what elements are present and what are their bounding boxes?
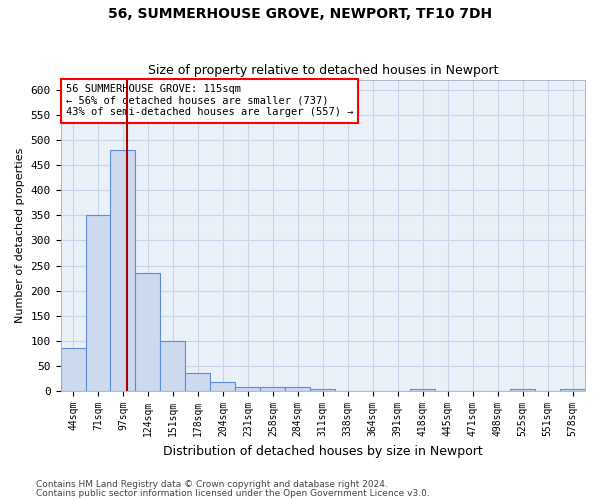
Bar — [160, 341, 185, 391]
Bar — [86, 216, 110, 391]
Bar — [110, 150, 136, 391]
Bar — [61, 348, 86, 391]
Text: Contains HM Land Registry data © Crown copyright and database right 2024.: Contains HM Land Registry data © Crown c… — [36, 480, 388, 489]
Title: Size of property relative to detached houses in Newport: Size of property relative to detached ho… — [148, 64, 498, 77]
Bar — [136, 273, 160, 391]
Bar — [235, 387, 260, 391]
Bar — [560, 388, 585, 391]
Bar — [310, 388, 335, 391]
Bar — [410, 388, 435, 391]
X-axis label: Distribution of detached houses by size in Newport: Distribution of detached houses by size … — [163, 444, 482, 458]
Bar — [286, 387, 310, 391]
Bar — [260, 387, 286, 391]
Text: 56 SUMMERHOUSE GROVE: 115sqm
← 56% of detached houses are smaller (737)
43% of s: 56 SUMMERHOUSE GROVE: 115sqm ← 56% of de… — [66, 84, 353, 117]
Bar — [510, 388, 535, 391]
Bar — [185, 372, 211, 391]
Y-axis label: Number of detached properties: Number of detached properties — [15, 148, 25, 323]
Bar — [211, 382, 235, 391]
Text: 56, SUMMERHOUSE GROVE, NEWPORT, TF10 7DH: 56, SUMMERHOUSE GROVE, NEWPORT, TF10 7DH — [108, 8, 492, 22]
Text: Contains public sector information licensed under the Open Government Licence v3: Contains public sector information licen… — [36, 489, 430, 498]
